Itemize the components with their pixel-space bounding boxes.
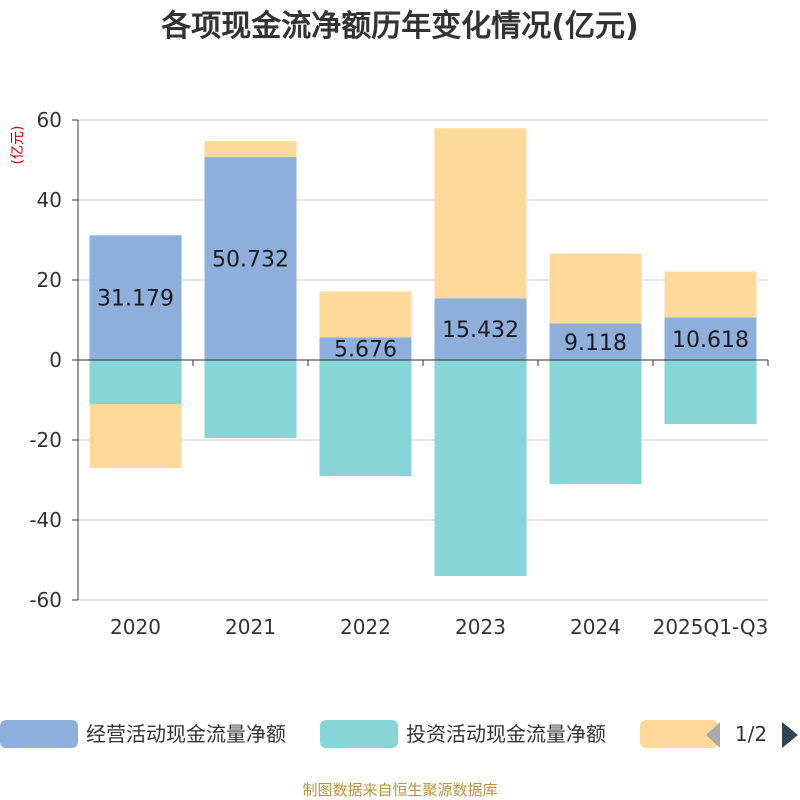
data-label: 15.432 xyxy=(442,318,519,343)
x-tick-label: 2025Q1-Q3 xyxy=(653,615,769,639)
data-label: 31.179 xyxy=(97,287,174,312)
chart-title: 各项现金流净额历年变化情况(亿元) xyxy=(160,9,638,44)
y-tick-label: 40 xyxy=(37,188,62,212)
legend-swatch[interactable] xyxy=(0,720,78,748)
bar-2-2022 xyxy=(319,291,412,338)
y-tick-label: 20 xyxy=(37,268,62,292)
bar-1-2020 xyxy=(89,360,182,404)
grid-lines xyxy=(78,119,768,601)
x-tick-label: 2022 xyxy=(340,615,391,639)
bar-0-2020 xyxy=(89,235,182,360)
data-label: 50.732 xyxy=(212,248,289,273)
legend-next-icon[interactable] xyxy=(782,722,798,748)
x-tick-label: 2020 xyxy=(110,615,161,639)
bar-1-2024 xyxy=(549,360,642,484)
bars xyxy=(89,128,757,576)
bar-2-2023 xyxy=(434,128,527,299)
legend-label[interactable]: 经营活动现金流量净额 xyxy=(86,722,286,746)
y-tick-label: -40 xyxy=(29,508,62,532)
bar-2-2020 xyxy=(89,404,182,468)
data-label: 5.676 xyxy=(334,338,397,363)
bar-2-2021 xyxy=(204,141,297,158)
y-tick-label: -60 xyxy=(29,588,62,612)
bar-0-2024 xyxy=(549,323,642,360)
legend-swatch[interactable] xyxy=(640,720,718,748)
y-tick-label: -20 xyxy=(29,428,62,452)
x-tick-label: 2023 xyxy=(455,615,506,639)
data-label: 10.618 xyxy=(672,328,749,353)
y-tick-label: 60 xyxy=(37,108,62,132)
bar-2-2025Q1-Q3 xyxy=(664,271,757,318)
source-note: 制图数据来自恒生聚源数据库 xyxy=(302,781,497,799)
bar-1-2022 xyxy=(319,360,412,476)
data-labels: 31.179 50.732 5.676 15.432 9.118 10.618 xyxy=(97,248,749,363)
legend-page-indicator: 1/2 xyxy=(735,722,767,746)
x-tick-label: 2024 xyxy=(570,615,621,639)
bar-1-2023 xyxy=(434,360,527,576)
data-label: 9.118 xyxy=(564,331,627,356)
bar-0-2021 xyxy=(204,157,297,360)
legend: 经营活动现金流量净额 投资活动现金流量净额 1/2 xyxy=(0,720,798,748)
x-tick-label: 2021 xyxy=(225,615,276,639)
legend-prev-icon[interactable] xyxy=(706,722,720,748)
bar-1-2021 xyxy=(204,360,297,438)
bar-0-2022 xyxy=(319,337,412,360)
legend-label[interactable]: 投资活动现金流量净额 xyxy=(406,722,606,746)
axes: 60 40 20 0 -20 -40 -60 2020 2021 2022 2023 2024 2025… xyxy=(29,108,769,639)
bar-0-2025Q1-Q3 xyxy=(664,317,757,360)
y-axis-unit-label: (亿元) xyxy=(10,126,26,165)
bar-2-2024 xyxy=(549,253,642,324)
legend-swatch[interactable] xyxy=(320,720,398,748)
bar-0-2023 xyxy=(434,298,527,360)
y-tick-label: 0 xyxy=(49,348,62,372)
bar-1-2025Q1-Q3 xyxy=(664,360,757,424)
